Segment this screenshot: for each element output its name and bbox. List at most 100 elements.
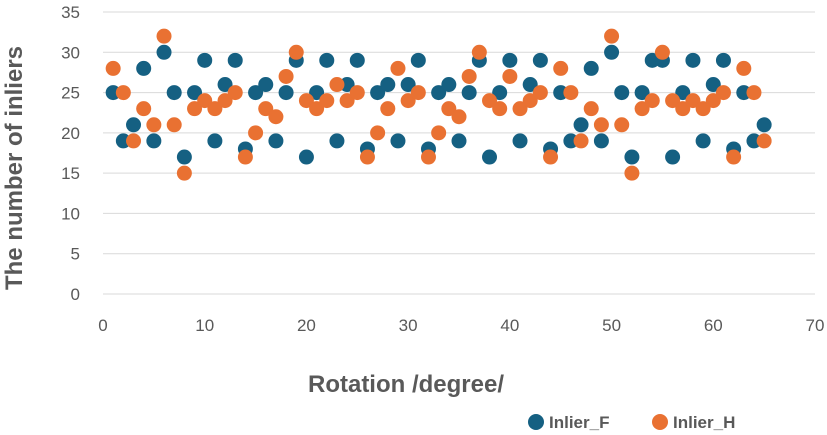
data-point xyxy=(339,93,355,109)
data-point xyxy=(126,117,142,133)
data-point xyxy=(288,44,304,60)
data-point xyxy=(522,93,538,109)
data-point xyxy=(502,52,518,68)
x-tick-label: 0 xyxy=(98,316,107,335)
x-tick-label: 70 xyxy=(806,316,825,335)
y-tick-label: 5 xyxy=(71,245,80,264)
data-point xyxy=(370,125,386,141)
data-point xyxy=(685,93,701,109)
data-point xyxy=(136,60,152,76)
data-point xyxy=(675,101,691,117)
data-point xyxy=(492,101,508,117)
data-point xyxy=(217,93,233,109)
gridlines xyxy=(103,11,815,295)
data-point xyxy=(136,101,152,117)
y-tick-label: 35 xyxy=(61,3,80,22)
data-point xyxy=(451,109,467,125)
data-point xyxy=(593,117,609,133)
data-point xyxy=(532,85,548,101)
data-point xyxy=(553,60,569,76)
data-point xyxy=(298,149,314,165)
data-point xyxy=(146,133,162,149)
data-point xyxy=(400,93,416,109)
data-point xyxy=(349,52,365,68)
data-point xyxy=(309,85,325,101)
data-point xyxy=(695,101,711,117)
data-point xyxy=(146,117,162,133)
x-tick-label: 50 xyxy=(602,316,621,335)
data-point xyxy=(380,101,396,117)
data-point xyxy=(441,101,457,117)
data-point xyxy=(217,77,233,93)
data-point xyxy=(512,101,528,117)
y-tick-label: 20 xyxy=(61,124,80,143)
data-point xyxy=(268,109,284,125)
data-point xyxy=(126,133,142,149)
data-point xyxy=(715,85,731,101)
data-point xyxy=(482,149,498,165)
data-point xyxy=(461,85,477,101)
data-point xyxy=(237,149,253,165)
data-point xyxy=(197,52,213,68)
data-point xyxy=(349,85,365,101)
data-point xyxy=(614,117,630,133)
data-point xyxy=(471,44,487,60)
data-point xyxy=(746,85,762,101)
legend: Inlier_F Inlier_H xyxy=(528,413,735,432)
data-point xyxy=(105,60,121,76)
data-point xyxy=(583,60,599,76)
data-point xyxy=(482,93,498,109)
y-tick-label: 30 xyxy=(61,43,80,62)
data-point xyxy=(207,101,223,117)
data-point xyxy=(726,149,742,165)
data-point xyxy=(359,149,375,165)
data-point xyxy=(736,60,752,76)
data-point xyxy=(156,28,172,44)
data-point xyxy=(258,101,274,117)
x-tick-label: 30 xyxy=(399,316,418,335)
y-tick-label: 15 xyxy=(61,164,80,183)
data-point xyxy=(329,77,345,93)
data-point xyxy=(156,44,172,60)
data-point xyxy=(197,93,213,109)
legend-label-inlier-h: Inlier_H xyxy=(673,413,735,432)
data-point xyxy=(380,77,396,93)
data-point xyxy=(583,101,599,117)
data-point xyxy=(227,85,243,101)
data-point xyxy=(573,117,589,133)
data-point xyxy=(258,77,274,93)
data-point xyxy=(248,125,264,141)
data-point xyxy=(319,93,335,109)
data-point xyxy=(431,125,447,141)
data-point xyxy=(248,85,264,101)
data-point xyxy=(278,85,294,101)
data-point xyxy=(644,93,660,109)
data-point xyxy=(329,133,345,149)
data-point xyxy=(410,52,426,68)
data-point xyxy=(176,165,192,181)
data-point xyxy=(207,133,223,149)
data-point xyxy=(512,133,528,149)
data-point xyxy=(278,68,294,84)
data-point xyxy=(431,85,447,101)
data-point xyxy=(451,133,467,149)
data-point xyxy=(532,52,548,68)
data-point xyxy=(420,149,436,165)
y-tick-label: 0 xyxy=(71,285,80,304)
x-tick-label: 60 xyxy=(704,316,723,335)
x-tick-label: 20 xyxy=(297,316,316,335)
data-point xyxy=(654,44,670,60)
data-point xyxy=(604,44,620,60)
data-point xyxy=(319,52,335,68)
data-point xyxy=(370,85,386,101)
data-point xyxy=(410,85,426,101)
x-tick-label: 10 xyxy=(195,316,214,335)
y-axis-ticks: 0 5 10 15 20 25 30 35 xyxy=(61,3,80,304)
legend-label-inlier-f: Inlier_F xyxy=(549,413,609,432)
y-tick-label: 25 xyxy=(61,84,80,103)
legend-marker-inlier-f xyxy=(528,414,544,430)
data-point xyxy=(227,52,243,68)
data-point xyxy=(461,68,477,84)
data-point xyxy=(522,77,538,93)
